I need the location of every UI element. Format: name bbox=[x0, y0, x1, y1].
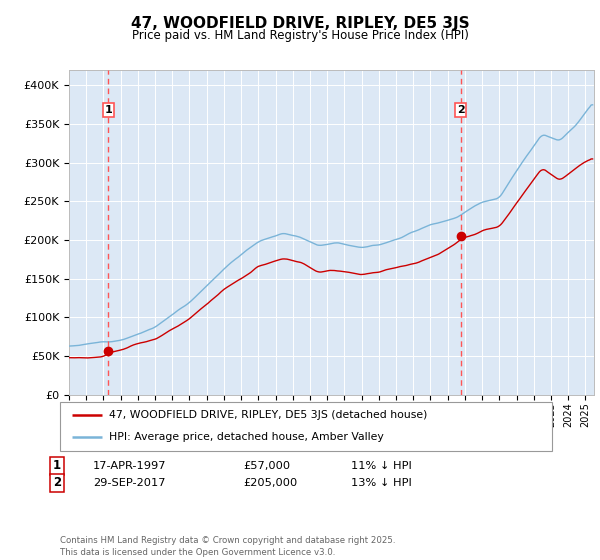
Text: 11% ↓ HPI: 11% ↓ HPI bbox=[351, 461, 412, 471]
Text: £205,000: £205,000 bbox=[243, 478, 297, 488]
Text: Contains HM Land Registry data © Crown copyright and database right 2025.
This d: Contains HM Land Registry data © Crown c… bbox=[60, 536, 395, 557]
Text: £57,000: £57,000 bbox=[243, 461, 290, 471]
Text: 47, WOODFIELD DRIVE, RIPLEY, DE5 3JS: 47, WOODFIELD DRIVE, RIPLEY, DE5 3JS bbox=[131, 16, 469, 31]
FancyBboxPatch shape bbox=[60, 402, 552, 451]
Text: 2: 2 bbox=[53, 476, 61, 489]
Text: 13% ↓ HPI: 13% ↓ HPI bbox=[351, 478, 412, 488]
Text: 1: 1 bbox=[104, 105, 112, 115]
Text: 47, WOODFIELD DRIVE, RIPLEY, DE5 3JS (detached house): 47, WOODFIELD DRIVE, RIPLEY, DE5 3JS (de… bbox=[109, 410, 428, 420]
Text: 1: 1 bbox=[53, 459, 61, 473]
Text: 2: 2 bbox=[457, 105, 464, 115]
Text: HPI: Average price, detached house, Amber Valley: HPI: Average price, detached house, Ambe… bbox=[109, 432, 384, 442]
Text: Price paid vs. HM Land Registry's House Price Index (HPI): Price paid vs. HM Land Registry's House … bbox=[131, 29, 469, 42]
Text: 17-APR-1997: 17-APR-1997 bbox=[93, 461, 167, 471]
Text: 29-SEP-2017: 29-SEP-2017 bbox=[93, 478, 166, 488]
